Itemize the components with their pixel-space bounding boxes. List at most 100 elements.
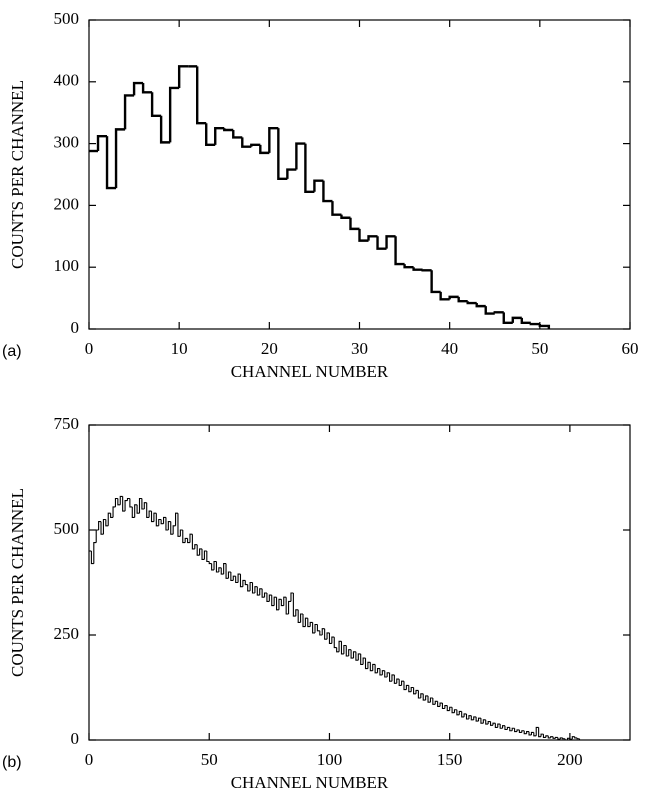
step [295,142,306,170]
step [123,94,135,130]
step [119,495,123,505]
step [179,529,183,537]
step [369,662,373,672]
step [105,519,109,527]
step [230,572,234,581]
step [554,736,558,739]
step [475,303,486,308]
step [396,678,400,684]
y-tick-label: 750 [54,414,80,433]
step [326,632,330,640]
x-tick-label: 60 [622,339,639,358]
step [461,711,465,718]
step [487,720,491,725]
step [533,732,537,737]
step [150,92,162,117]
step [131,506,135,518]
step [271,595,275,607]
x-tick-label: 50 [201,750,218,769]
step [530,731,534,735]
step [304,143,315,194]
step [215,561,219,573]
step [102,518,106,535]
step [499,724,503,729]
step [153,512,157,522]
step [523,730,527,735]
step [470,715,474,721]
step [331,636,335,644]
step [302,614,306,628]
step [232,575,236,581]
step [421,269,432,272]
y-tick-label: 100 [54,256,80,275]
step [362,657,366,665]
step [372,663,376,671]
step [112,506,116,518]
step [429,697,433,703]
step [453,709,457,713]
step [307,618,311,628]
step [412,267,423,271]
step [391,674,395,682]
step [241,137,252,148]
x-tick-label: 0 [85,750,94,769]
step [350,649,354,659]
step [542,734,546,739]
step [206,551,210,563]
step [107,512,111,526]
step [256,586,260,596]
step [475,716,479,722]
step [497,723,501,728]
step [191,534,195,550]
step [345,645,349,657]
step [232,130,243,139]
x-axis-label: CHANNEL NUMBER [231,362,389,381]
step [187,538,190,544]
step [386,672,390,677]
step [566,737,570,740]
step [492,722,496,726]
step [100,521,104,535]
plot-frame [88,19,631,330]
step [105,136,117,190]
step [227,571,231,579]
step [468,715,472,719]
step [564,738,568,741]
step [520,317,531,325]
step [263,592,267,598]
x-tick-label: 200 [557,750,583,769]
step [95,529,99,543]
step [343,644,347,654]
step [328,632,332,644]
step [283,596,287,606]
step [266,593,270,602]
step [506,726,510,730]
step [203,550,207,560]
step [126,497,130,501]
y-tick-label: 250 [54,624,80,643]
step [552,736,556,739]
x-tick-label: 40 [441,339,458,358]
step [96,134,108,152]
step [430,270,441,294]
step [290,592,294,602]
step [114,497,118,507]
step [321,628,325,635]
y-axis-label: COUNTS PER CHANNEL [8,488,27,677]
step [237,573,241,583]
step [242,579,246,587]
step [235,576,239,584]
step [367,235,378,241]
step [182,530,186,544]
step [249,581,253,591]
step [259,144,270,155]
y-tick-label: 0 [71,318,80,337]
step [502,725,505,729]
step [304,617,308,627]
step [538,324,551,329]
step [557,737,561,740]
step [451,707,455,714]
step [338,640,342,652]
step [148,510,152,518]
step [247,584,251,592]
